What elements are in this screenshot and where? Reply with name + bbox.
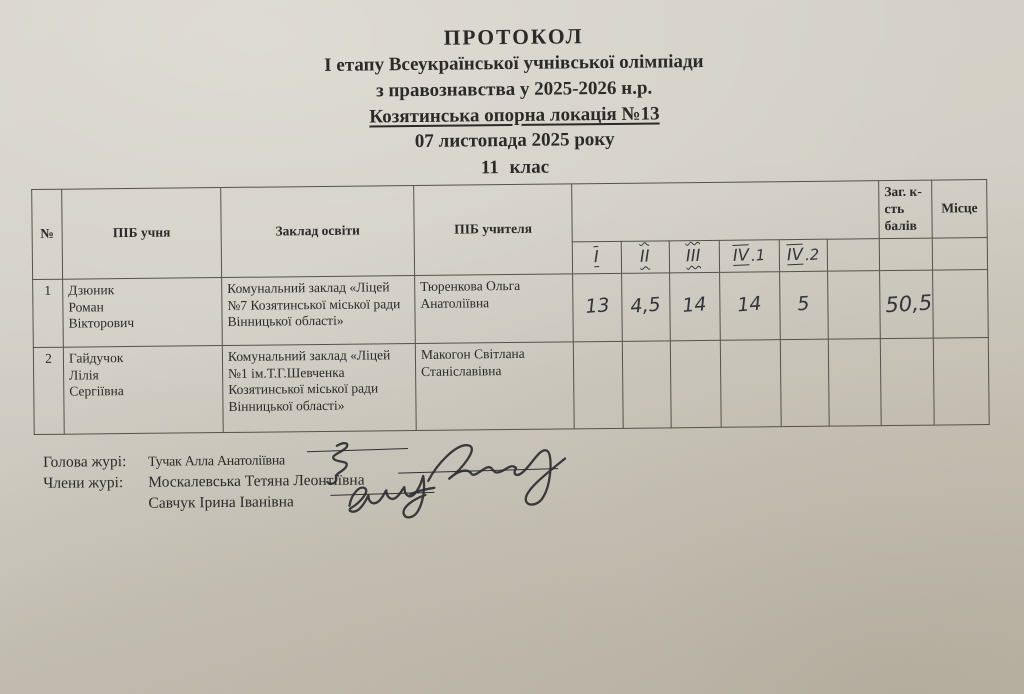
signature-line-member1 — [398, 468, 559, 474]
score-value: 14 — [681, 293, 708, 318]
results-table: № ПІБ учня Заклад освіти ПІБ учителя Заг… — [31, 179, 990, 435]
task-suffix-4: .1 — [750, 245, 767, 265]
jury-member2-name: Савчук Ірина Іванівна — [148, 493, 294, 512]
col-header-school: Заклад освіти — [220, 185, 415, 278]
col-header-student: ПІБ учня — [61, 187, 222, 279]
score-value: 5 — [796, 292, 811, 316]
col-header-tasks-group — [571, 180, 880, 242]
task-numeral-1: I — [593, 246, 599, 267]
score-cell-task4-1 — [720, 339, 782, 427]
total-points-cell: 50,5 — [879, 269, 934, 339]
signature-member1 — [427, 444, 567, 506]
signature-line-head — [306, 448, 408, 453]
col-header-number: № — [31, 189, 63, 280]
jury-head-name: Тучак Алла Анатоліївна — [147, 453, 286, 470]
place-subheader-spacer — [932, 237, 988, 270]
task-header-spacer — [827, 238, 880, 271]
score-cell-spare — [827, 270, 881, 339]
task-header-2: II — [621, 240, 670, 273]
total-points-value: 50,5 — [884, 290, 933, 318]
total-points-cell — [880, 337, 935, 426]
task-header-1: I — [572, 240, 622, 274]
jury-member1-name: Москалевська Тетяна Леонтіївна — [148, 471, 365, 491]
score-cell-spare — [828, 338, 882, 426]
school-cell: Комунальний заклад «Ліцей №7 Козятинсько… — [221, 275, 416, 346]
school-cell: Комунальний заклад «Ліцей №1 ім.Т.Г.Шевч… — [222, 343, 417, 433]
col-header-total-points: Заг. к-сть балів — [878, 180, 933, 239]
task-header-4: IV.1 — [719, 239, 780, 272]
student-name-cell: Гайдучок Лілія Сергіївна — [63, 345, 224, 434]
score-cell-task4-2 — [780, 338, 830, 427]
teacher-name-cell: Макогон Світлана Станіславівна — [415, 341, 575, 431]
table-row-2: 2 Гайдучок Лілія Сергіївна Комунальний з… — [33, 337, 990, 435]
task-numeral-4: IV — [732, 245, 750, 265]
score-cell-task1 — [573, 340, 624, 429]
jury-members-label: Члени журі: — [43, 474, 124, 492]
task-suffix-5: .2 — [804, 245, 821, 265]
score-cell-task2 — [622, 340, 672, 428]
task-numeral-2: II — [639, 246, 650, 266]
score-value: 4,5 — [629, 293, 662, 319]
jury-head-label: Голова журі: — [42, 453, 127, 471]
title-block: ПРОТОКОЛ І етапу Всеукраїнської учнівськ… — [1, 0, 1024, 178]
score-cell-task2: 4,5 — [621, 272, 671, 341]
col-header-place: Місце — [931, 179, 988, 238]
task-numeral-3: III — [685, 245, 702, 266]
row-number-cell: 1 — [32, 278, 64, 348]
student-name-text: Гайдучок Лілія Сергіївна — [68, 349, 124, 400]
score-cell-task4-2: 5 — [779, 270, 829, 340]
score-value: 13 — [584, 294, 611, 319]
score-cell-task1: 13 — [572, 272, 623, 342]
table-row-1: 1 Дзюник Роман Вікторович Комунальний за… — [32, 269, 989, 348]
total-subheader-spacer — [879, 237, 933, 271]
score-value: 14 — [736, 292, 763, 317]
col-header-teacher: ПІБ учителя — [413, 183, 573, 276]
task-header-5: IV.2 — [779, 238, 828, 272]
place-cell — [933, 337, 990, 425]
score-cell-task3 — [670, 339, 722, 428]
task-header-3: III — [669, 239, 720, 273]
header-row: № ПІБ учня Заклад освіти ПІБ учителя Заг… — [31, 179, 988, 280]
row-number-cell: 2 — [33, 346, 65, 435]
student-name-cell: Дзюник Роман Вікторович — [62, 277, 223, 347]
task-numeral-5: IV — [786, 244, 804, 265]
score-cell-task4-1: 14 — [719, 271, 781, 340]
student-name-text: Дзюник Роман Вікторович — [68, 281, 135, 332]
place-cell — [932, 269, 989, 338]
teacher-name-cell: Тюренкова Ольга Анатоліївна — [414, 273, 574, 344]
score-cell-task3: 14 — [669, 271, 721, 341]
jury-block: Голова журі: Тучак Алла Анатоліївна Член… — [0, 0, 1020, 512]
signature-line-member2 — [330, 491, 435, 496]
